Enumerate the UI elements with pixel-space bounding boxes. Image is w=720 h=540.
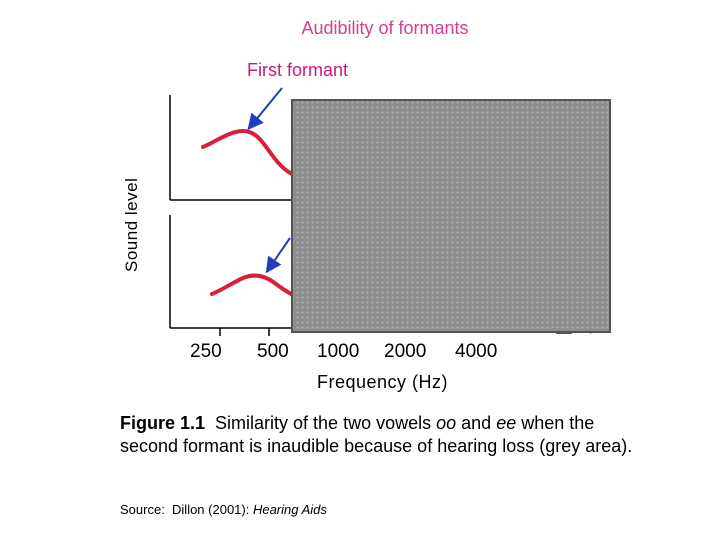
figure-caption: Figure 1.1 Similarity of the two vowels … [120,412,640,458]
tick-label-1000: 1000 [317,341,360,362]
tick-label-500: 500 [257,341,289,362]
inaudible-grey-area [291,99,611,333]
caption-vowel-oo: oo [436,413,457,433]
caption-vowel-ee: ee [496,413,517,433]
source-prefix: Source: Dillon (2001): [120,502,253,517]
caption-text-3: when the second formant is inaudible bec… [120,413,633,456]
source-title: Hearing Aids [252,502,327,517]
upper-formant-curve [201,129,298,178]
caption-text-2: and [456,413,497,433]
lower-formant-arrow [265,237,291,274]
tick-label-2000: 2000 [384,341,427,362]
caption-text-1: Similarity of the two vowels [205,413,437,433]
diagram-title: Audibility of formants [301,18,469,38]
x-axis-label: Frequency (Hz) [317,372,449,392]
first-formant-label: First formant [247,60,349,80]
tick-label-250: 250 [190,341,222,362]
caption-figure-number: Figure 1.1 [120,413,206,433]
lower-formant-curve [210,273,298,298]
upper-formant-arrow [247,87,283,131]
tick-label-4000: 4000 [455,341,498,362]
source-citation: Source: Dillon (2001): Hearing Aids [120,502,327,517]
